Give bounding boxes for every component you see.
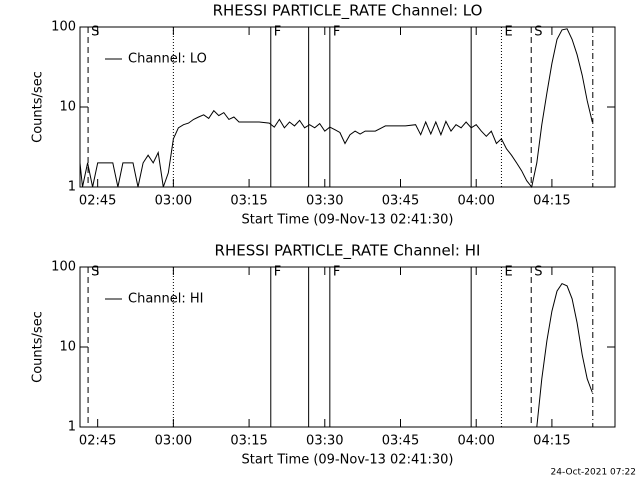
x-tick-label: 02:45 [79, 194, 116, 209]
x-tick-label: 03:30 [306, 194, 343, 209]
data-line [79, 28, 593, 189]
x-tick-label: 04:00 [457, 194, 494, 209]
event-label: E [504, 25, 512, 40]
event-label: S [91, 265, 99, 280]
event-label: E [504, 265, 512, 280]
x-tick-label: 03:45 [382, 434, 419, 449]
chart-title: RHESSI PARTICLE_RATE Channel: HI [215, 242, 481, 261]
event-label: F [333, 25, 340, 40]
event-label: S [534, 25, 542, 40]
y-axis-label: Counts/sec [31, 311, 46, 383]
x-tick-label: 03:15 [230, 194, 267, 209]
y-tick-label: 1 [68, 420, 76, 435]
legend-label: Channel: HI [128, 292, 204, 307]
x-axis-label: Start Time (09-Nov-13 02:41:30) [242, 453, 454, 468]
event-label: F [274, 25, 281, 40]
legend-label: Channel: LO [128, 52, 207, 67]
y-axis-label: Counts/sec [31, 71, 46, 143]
y-tick-label: 100 [51, 20, 76, 35]
x-tick-label: 03:00 [155, 194, 192, 209]
y-tick-label: 1 [68, 180, 76, 195]
chart-title: RHESSI PARTICLE_RATE Channel: LO [213, 2, 483, 21]
x-tick-label: 03:30 [306, 434, 343, 449]
x-tick-label: 03:45 [382, 194, 419, 209]
event-label: S [534, 265, 542, 280]
x-tick-label: 04:00 [457, 434, 494, 449]
x-tick-label: 03:15 [230, 434, 267, 449]
event-label: F [333, 265, 340, 280]
x-tick-label: 04:15 [533, 194, 570, 209]
footer: 24-Oct-2021 07:22 [551, 468, 636, 478]
x-tick-label: 04:15 [533, 434, 570, 449]
event-label: F [274, 265, 281, 280]
event-label: S [91, 25, 99, 40]
x-axis-label: Start Time (09-Nov-13 02:41:30) [242, 213, 454, 228]
y-tick-label: 10 [59, 340, 76, 355]
data-line [536, 282, 593, 428]
x-tick-label: 03:00 [155, 434, 192, 449]
y-tick-label: 10 [59, 100, 76, 115]
y-tick-label: 100 [51, 260, 76, 275]
x-tick-label: 02:45 [79, 434, 116, 449]
